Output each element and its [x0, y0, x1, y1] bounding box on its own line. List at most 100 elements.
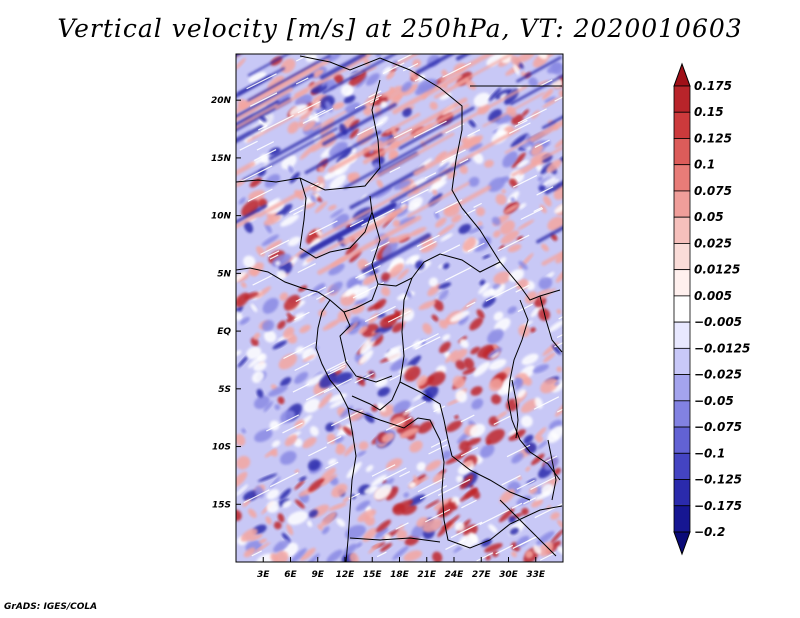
- field-patch: [253, 395, 270, 410]
- x-tick-label: 15E: [363, 570, 383, 580]
- field-patch: [454, 521, 465, 532]
- field-streak-white: [260, 239, 290, 255]
- colorbar-swatch: [673, 479, 691, 507]
- field-patch: [491, 216, 501, 226]
- field-streak-white: [562, 329, 563, 331]
- field-patch: [236, 57, 246, 71]
- field-patch: [266, 489, 280, 500]
- field-patch: [254, 429, 273, 443]
- field-patch: [546, 159, 562, 173]
- field-streak: [236, 99, 280, 127]
- field-patch: [498, 508, 515, 523]
- field-patch: [475, 207, 486, 217]
- field-streak: [306, 205, 408, 263]
- field-patch: [385, 486, 399, 501]
- colorbar-swatch: [673, 138, 691, 166]
- field-patch: [251, 269, 259, 277]
- field-streak: [541, 115, 563, 130]
- colorbar-swatch: [673, 321, 691, 349]
- field-patch: [345, 284, 361, 297]
- field-patch: [397, 216, 417, 227]
- y-tick-label: 15S: [212, 500, 231, 510]
- field-patch: [396, 416, 415, 434]
- border-o: [499, 499, 557, 557]
- field-patch: [530, 304, 543, 318]
- field-patch: [331, 483, 348, 498]
- field-streak-white: [292, 383, 310, 393]
- field-streak-white: [267, 250, 280, 257]
- field-patch: [442, 450, 452, 460]
- field-patch: [348, 70, 367, 87]
- field-patch: [427, 371, 446, 387]
- field-streak: [393, 54, 420, 68]
- field-patch: [487, 328, 504, 344]
- field-patch: [299, 107, 313, 121]
- field-patch: [248, 508, 257, 519]
- x-tick-label: 12E: [336, 570, 356, 580]
- field-streak: [398, 106, 475, 150]
- field-patch: [493, 271, 511, 285]
- field-patch: [283, 326, 295, 339]
- field-patch: [256, 246, 266, 257]
- field-streak: [236, 54, 237, 55]
- field-streak-white: [466, 301, 476, 308]
- field-streak-white: [417, 477, 445, 493]
- field-patch: [301, 347, 317, 361]
- field-streak: [516, 56, 562, 83]
- field-streak-white: [424, 172, 437, 179]
- field-patch: [507, 244, 522, 253]
- field-patch: [257, 353, 267, 363]
- field-patch: [450, 348, 468, 363]
- field-streak-white: [239, 140, 258, 151]
- field-patch: [438, 289, 450, 301]
- field-patch: [548, 320, 563, 332]
- field-streak: [304, 130, 382, 175]
- field-streak-white: [450, 521, 483, 539]
- field-patch: [429, 101, 438, 110]
- field-patch: [340, 84, 354, 97]
- field-streak-white: [325, 461, 339, 470]
- field-streak-white: [283, 341, 316, 360]
- field-streak: [415, 54, 456, 75]
- field-patch: [390, 233, 411, 244]
- field-patch: [253, 332, 261, 340]
- field-patch: [344, 322, 359, 335]
- field-streak: [373, 97, 468, 152]
- field-patch: [415, 260, 425, 271]
- field-patch: [397, 268, 410, 281]
- field-patch: [305, 373, 325, 387]
- x-tick-label: 9E: [312, 570, 325, 580]
- field-streak-white: [368, 90, 382, 98]
- field-patch: [541, 483, 554, 496]
- field-patch: [263, 401, 274, 412]
- field-patch: [462, 237, 477, 252]
- field-patch: [302, 437, 317, 449]
- field-patch: [431, 314, 439, 322]
- field-patch: [445, 349, 458, 363]
- border-l: [507, 299, 561, 481]
- field-patch: [275, 260, 281, 266]
- field-streak: [257, 182, 318, 218]
- field-patch: [486, 54, 502, 67]
- field-patch: [487, 347, 502, 359]
- field-streak-white: [247, 188, 273, 202]
- field-streak-white: [424, 508, 451, 523]
- field-patch: [556, 308, 562, 315]
- field-patch: [543, 352, 556, 363]
- field-patch: [402, 107, 412, 118]
- x-tick-label: 21E: [417, 570, 437, 580]
- field-patch: [524, 442, 537, 454]
- field-patch: [248, 72, 267, 83]
- field-streak-white: [297, 263, 316, 274]
- field-patch: [274, 550, 289, 562]
- field-streak-white: [258, 124, 268, 131]
- field-patch: [534, 491, 550, 501]
- field-patch: [511, 452, 524, 464]
- field-streak-white: [512, 174, 538, 188]
- field-patch: [294, 479, 305, 490]
- y-tick-label: EQ: [217, 327, 231, 337]
- field-patch: [468, 226, 484, 234]
- field-patch: [273, 521, 282, 530]
- field-streak: [312, 110, 347, 131]
- field-streak-white: [428, 444, 448, 455]
